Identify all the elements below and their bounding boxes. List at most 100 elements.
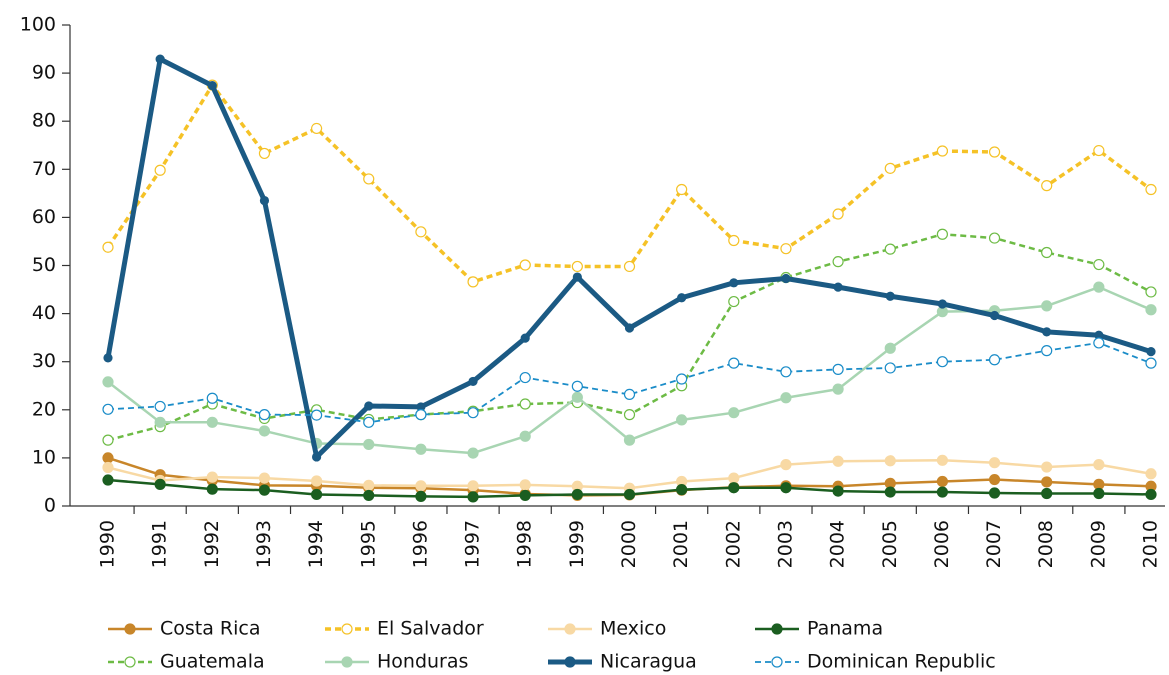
data-point (258, 147, 271, 160)
data-point (467, 276, 479, 288)
data-point (519, 430, 531, 442)
data-point (884, 362, 896, 374)
x-tick-label: 2004 (827, 520, 849, 568)
y-tick-label: 80 (32, 110, 56, 132)
legend-label: El Salvador (377, 618, 484, 640)
data-point (936, 145, 949, 157)
legend-item: Nicaragua (548, 651, 697, 673)
y-tick-label: 40 (32, 302, 56, 324)
data-point (676, 484, 688, 496)
legend-label: Dominican Republic (807, 651, 996, 673)
y-tick-label: 70 (32, 158, 56, 180)
data-point (884, 162, 896, 174)
data-point (728, 357, 740, 369)
data-point (676, 183, 688, 196)
data-point (936, 228, 949, 240)
data-point (519, 479, 531, 491)
legend-item: Mexico (548, 618, 666, 640)
data-point (780, 459, 792, 471)
x-tick-label: 1994 (305, 520, 327, 568)
data-point (415, 490, 427, 502)
data-point (623, 434, 636, 446)
x-tick-label: 2001 (670, 520, 692, 568)
data-point (206, 471, 218, 483)
x-tick-label: 2000 (618, 520, 640, 568)
data-point (519, 259, 531, 271)
data-point (1093, 459, 1105, 471)
data-point (1093, 487, 1105, 500)
legend-marker (771, 623, 783, 635)
data-point (519, 489, 531, 502)
data-point (832, 256, 844, 268)
x-tick-label: 2006 (931, 520, 953, 568)
legend-label: Mexico (600, 618, 666, 640)
data-point (676, 414, 688, 426)
data-point (415, 226, 427, 238)
legend-label: Nicaragua (600, 651, 697, 673)
y-tick-label: 100 (20, 14, 56, 36)
y-tick-label: 90 (32, 62, 56, 84)
legend-item: Dominican Republic (755, 651, 996, 673)
legend-marker (341, 656, 353, 668)
legend-marker (564, 656, 576, 668)
legend-item: Guatemala (108, 651, 265, 673)
data-point (102, 376, 114, 388)
data-point (832, 455, 844, 467)
data-point (1145, 183, 1157, 196)
x-tick-label: 1992 (201, 520, 223, 568)
data-point (206, 483, 218, 495)
data-point (1041, 487, 1053, 500)
data-point (1093, 144, 1105, 157)
data-point (311, 122, 323, 135)
data-point (1041, 180, 1053, 192)
y-tick-label: 0 (44, 495, 56, 517)
legend-item: El Salvador (325, 618, 484, 640)
series-line (106, 83, 1153, 284)
data-point (467, 407, 479, 419)
data-point (519, 398, 531, 410)
legend-marker (124, 623, 136, 635)
data-point (467, 480, 479, 492)
y-tick-label: 10 (32, 446, 56, 468)
data-point (936, 356, 949, 368)
data-point (623, 488, 636, 501)
legend-item: Panama (755, 618, 883, 640)
data-point (415, 480, 427, 492)
data-point (363, 438, 375, 451)
data-point (102, 452, 114, 464)
data-point (936, 475, 949, 488)
data-point (1145, 468, 1157, 480)
data-point (936, 486, 949, 498)
data-point (154, 416, 166, 428)
data-point (311, 488, 323, 501)
data-point (989, 310, 1000, 321)
legend-marker (341, 623, 353, 635)
data-point (1042, 327, 1052, 337)
x-tick-label: 1998 (514, 520, 536, 568)
data-point (988, 473, 1001, 486)
data-point (1145, 357, 1157, 369)
y-tick-label: 20 (32, 398, 56, 420)
data-point (832, 208, 844, 220)
data-point (677, 293, 687, 303)
data-point (936, 454, 949, 466)
data-point (988, 457, 1001, 469)
data-point (258, 409, 271, 421)
data-point (832, 485, 844, 497)
data-point (468, 376, 478, 387)
data-point (102, 434, 114, 446)
x-tick-label: 1991 (149, 520, 171, 568)
data-point (1145, 304, 1157, 316)
data-point (780, 392, 792, 404)
data-point (102, 461, 114, 474)
data-point (780, 366, 792, 378)
legend-label: Honduras (377, 651, 468, 673)
x-tick-label: 1997 (462, 520, 484, 568)
data-point (258, 472, 271, 484)
data-point (728, 482, 740, 494)
legend-label: Costa Rica (160, 618, 261, 640)
data-point (885, 291, 895, 301)
data-point (154, 400, 166, 413)
data-point (520, 333, 530, 343)
